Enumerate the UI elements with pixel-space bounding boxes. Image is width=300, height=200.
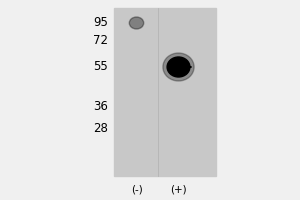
Bar [114,8,216,176]
Text: (+): (+) [170,185,187,195]
Text: 28: 28 [93,122,108,136]
Ellipse shape [167,57,190,77]
Text: 55: 55 [93,60,108,73]
Text: (-): (-) [130,185,142,195]
Text: 95: 95 [93,17,108,29]
Text: 72: 72 [93,34,108,47]
Ellipse shape [129,17,144,29]
Ellipse shape [163,53,194,81]
Text: 36: 36 [93,100,108,114]
